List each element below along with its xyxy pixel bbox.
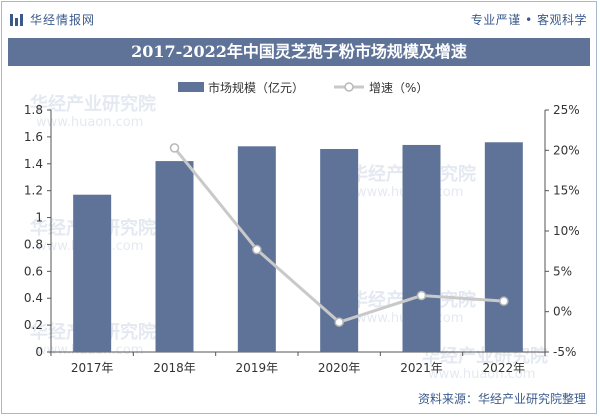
x-tick-label: 2020年 <box>318 361 361 375</box>
y-left-tick-label: 1.4 <box>24 157 43 171</box>
brand-left: 华经情报网 <box>10 11 95 28</box>
growth-point <box>169 143 180 153</box>
bar <box>73 194 112 352</box>
y-right-tick-label: 10% <box>553 224 580 238</box>
line-series <box>169 143 509 327</box>
y-left-tick-label: 1.6 <box>24 130 43 144</box>
growth-point <box>416 290 427 301</box>
y-left-tick-label: 0.2 <box>24 318 43 332</box>
watermark-text: 华经产业研究院 <box>30 93 156 115</box>
y-right-tick-label: -5% <box>553 345 576 359</box>
source-note: 资料来源：华经产业研究院整理 <box>417 392 586 406</box>
brand-left-text: 华经情报网 <box>30 13 96 27</box>
axes: 0 0.2 0.4 0.6 0.8 1 1.2 1.4 1.6 1.8 -5% 0% 5% 10% 15% 2… <box>24 103 580 375</box>
top-bar: 华经情报网 专业严谨 • 客观科学 <box>2 2 596 32</box>
y-right-tick-label: 5% <box>553 264 572 278</box>
watermark-url: www.huaon.com <box>36 115 143 130</box>
brand-logo-icon <box>10 13 24 26</box>
y-right-tick-label: 20% <box>553 143 580 157</box>
chart-svg: 华经产业研究院www.huaon.com华经产业研究院www.huaon.com… <box>24 80 580 382</box>
bar <box>155 161 194 352</box>
growth-point <box>499 296 509 306</box>
watermark-url: www.huaon.com <box>428 367 535 382</box>
y-left-tick-label: 0.6 <box>24 264 43 278</box>
y-right-tick-label: 25% <box>553 103 580 117</box>
legend-line-label: 增速（%） <box>369 81 428 95</box>
brand-slogan: 专业严谨 • 客观科学 <box>470 13 587 27</box>
x-tick-label: 2022年 <box>483 361 526 375</box>
bar <box>402 144 441 352</box>
y-right-tick-label: 0% <box>553 305 572 319</box>
growth-point <box>252 244 262 255</box>
y-right-tick-label: 15% <box>553 184 580 198</box>
y-left-tick-label: 1.2 <box>24 184 43 198</box>
legend-bar-label: 市场规模（亿元） <box>208 80 304 95</box>
y-left-tick-label: 0.8 <box>24 237 43 251</box>
bar <box>484 142 523 352</box>
y-left-tick-label: 0.4 <box>24 291 43 305</box>
legend-line-marker <box>344 82 354 92</box>
x-tick-label: 2021年 <box>400 361 443 375</box>
legend-bar-swatch <box>178 82 204 92</box>
x-tick-label: 2019年 <box>236 361 279 375</box>
y-left-tick-label: 0 <box>35 345 43 359</box>
legend: 市场规模（亿元） 增速（%） <box>178 80 428 95</box>
y-left-tick-label: 1.8 <box>24 103 43 117</box>
growth-point <box>334 317 344 327</box>
x-tick-label: 2018年 <box>153 361 196 375</box>
x-tick-label: 2017年 <box>71 361 114 375</box>
chart-title: 2017-2022年中国灵芝孢子粉市场规模及增速 <box>8 38 590 66</box>
y-left-tick-label: 1 <box>35 211 43 225</box>
